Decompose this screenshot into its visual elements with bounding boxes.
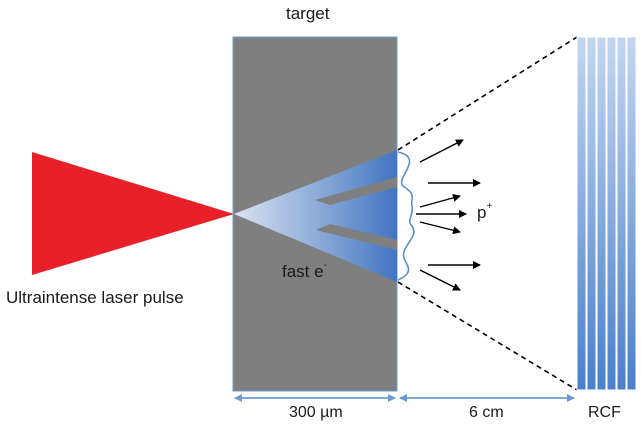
- proton-label-text: p: [477, 203, 487, 222]
- rcf-layer: [586, 36, 597, 391]
- electron-label: fast e-: [282, 260, 327, 282]
- divergence-line-bottom: [397, 281, 578, 391]
- thickness-label: 300 µm: [289, 404, 343, 421]
- proton-label: p+: [477, 201, 493, 223]
- rcf-layer: [606, 36, 617, 391]
- sheath-wave: [397, 151, 415, 281]
- rcf-stack: [576, 36, 637, 391]
- rcf-layer: [596, 36, 607, 391]
- electron-cone: [234, 150, 397, 282]
- proton-arrows: [416, 139, 481, 291]
- rcf-layer: [626, 36, 637, 391]
- proton-arrow: [419, 221, 461, 235]
- electron-charge-sign: -: [323, 260, 327, 272]
- rcf-layer: [616, 36, 627, 391]
- rcf-layer: [576, 36, 587, 391]
- distance-label: 6 cm: [469, 404, 504, 421]
- proton-charge-sign: +: [486, 201, 493, 213]
- laser-label: Ultraintense laser pulse: [6, 288, 184, 307]
- rcf-label: RCF: [588, 404, 621, 421]
- proton-arrow: [419, 139, 464, 163]
- laser-pulse: [32, 152, 234, 275]
- proton-arrow: [419, 269, 461, 291]
- divergence-line-top: [397, 36, 578, 151]
- proton-arrow: [419, 193, 461, 208]
- electron-label-text: fast e: [282, 262, 324, 281]
- target-label: target: [286, 4, 330, 23]
